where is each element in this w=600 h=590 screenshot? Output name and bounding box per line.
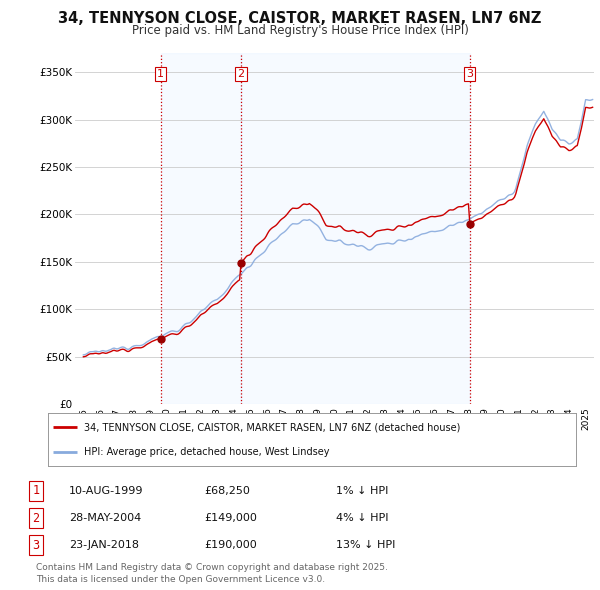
Text: 4% ↓ HPI: 4% ↓ HPI — [336, 513, 389, 523]
Text: 3: 3 — [466, 69, 473, 79]
Text: 2: 2 — [32, 512, 40, 525]
Text: Contains HM Land Registry data © Crown copyright and database right 2025.
This d: Contains HM Land Registry data © Crown c… — [36, 563, 388, 584]
Text: HPI: Average price, detached house, West Lindsey: HPI: Average price, detached house, West… — [84, 447, 329, 457]
Text: 13% ↓ HPI: 13% ↓ HPI — [336, 540, 395, 550]
Text: Price paid vs. HM Land Registry's House Price Index (HPI): Price paid vs. HM Land Registry's House … — [131, 24, 469, 37]
Text: 3: 3 — [32, 539, 40, 552]
Text: £149,000: £149,000 — [204, 513, 257, 523]
Text: £68,250: £68,250 — [204, 486, 250, 496]
Text: 1: 1 — [157, 69, 164, 79]
Text: 2: 2 — [238, 69, 244, 79]
Text: 28-MAY-2004: 28-MAY-2004 — [69, 513, 141, 523]
Text: 1: 1 — [32, 484, 40, 497]
Text: 34, TENNYSON CLOSE, CAISTOR, MARKET RASEN, LN7 6NZ (detached house): 34, TENNYSON CLOSE, CAISTOR, MARKET RASE… — [84, 422, 460, 432]
Bar — [241, 53, 470, 404]
Text: 23-JAN-2018: 23-JAN-2018 — [69, 540, 139, 550]
Text: 10-AUG-1999: 10-AUG-1999 — [69, 486, 143, 496]
Text: £190,000: £190,000 — [204, 540, 257, 550]
Text: 1% ↓ HPI: 1% ↓ HPI — [336, 486, 388, 496]
Text: 34, TENNYSON CLOSE, CAISTOR, MARKET RASEN, LN7 6NZ: 34, TENNYSON CLOSE, CAISTOR, MARKET RASE… — [58, 11, 542, 25]
Bar — [161, 53, 241, 404]
